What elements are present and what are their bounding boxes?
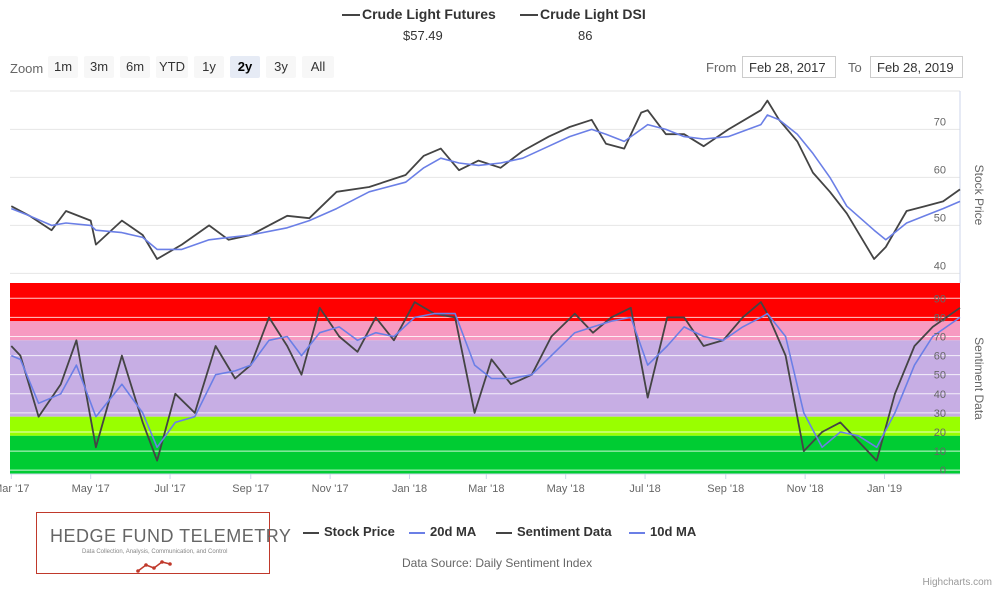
x-tick-label: Jan '18: [392, 483, 427, 495]
x-tick-label: Jul '18: [629, 483, 660, 495]
sentiment-tick-label: 60: [934, 351, 946, 363]
legend-10d-ma[interactable]: 10d MA: [629, 524, 696, 539]
from-label: From: [706, 60, 737, 75]
hedge-fund-telemetry-logo: [36, 512, 270, 574]
zoom-1y-button[interactable]: 1y: [194, 56, 224, 78]
sentiment-data-line: [10, 301, 961, 462]
zoom-label: Zoom: [10, 61, 44, 76]
top-legend-futures[interactable]: Crude Light Futures: [342, 6, 496, 22]
logo-chart-icon: [136, 560, 172, 573]
sentiment-tick-label: 30: [934, 408, 946, 420]
logo-subtitle: Data Collection, Analysis, Communication…: [82, 549, 228, 555]
zoom-all-button[interactable]: All: [302, 56, 334, 78]
price-tick-label: 70: [934, 116, 946, 128]
dsi-line-swatch: [520, 14, 538, 17]
sentiment-axis-title: Sentiment Data: [972, 337, 986, 420]
gridlines: [10, 90, 961, 471]
price-tick-label: 50: [934, 212, 946, 224]
x-tick-label: Sep '17: [232, 483, 269, 495]
dsi-current-value: 86: [578, 28, 593, 43]
top-legend-dsi-label: Crude Light DSI: [540, 6, 646, 22]
sentiment-tick-label: 20: [934, 427, 946, 439]
axes: 40 50 60 70 0 10 20 30 40 50 60 70 80 90 Mar '17 May '1…: [0, 116, 986, 495]
x-tick-label: May '17: [72, 483, 110, 495]
zoom-6m-button[interactable]: 6m: [120, 56, 150, 78]
zoom-3y-button[interactable]: 3y: [266, 56, 296, 78]
x-tick-label: Mar '18: [468, 483, 504, 495]
legend-20d-ma-label: 20d MA: [430, 524, 477, 539]
data-source-note: Data Source: Daily Sentiment Index: [402, 556, 593, 570]
stock-price-line: [10, 99, 961, 260]
zoom-ytd-button[interactable]: YTD: [156, 56, 188, 78]
sentiment-band-3: [10, 416, 960, 436]
legend-stock-price[interactable]: Stock Price: [303, 524, 395, 539]
x-tick-label: Jan '19: [867, 483, 902, 495]
logo-title: HEDGE FUND TELEMETRY: [50, 526, 292, 546]
sentiment-tick-label: 80: [934, 312, 946, 324]
top-legend-futures-label: Crude Light Futures: [362, 6, 496, 22]
highcharts-credits[interactable]: Highcharts.com: [922, 577, 992, 588]
legend-swatch: [629, 531, 645, 534]
x-tick-label: Jul '17: [154, 483, 185, 495]
sentiment-tick-label: 40: [934, 389, 946, 401]
top-legend-dsi[interactable]: Crude Light DSI: [520, 6, 646, 22]
price-axis-title: Stock Price: [972, 165, 986, 226]
price-tick-label: 40: [934, 260, 946, 272]
legend-20d-ma[interactable]: 20d MA: [409, 524, 476, 539]
sentiment-10d-ma-line: [10, 312, 961, 449]
sentiment-band-0: [10, 283, 960, 322]
to-label: To: [848, 60, 862, 75]
legend-swatch: [409, 531, 425, 534]
sentiment-band-1: [10, 321, 960, 341]
sentiment-tick-label: 70: [934, 331, 946, 343]
futures-line-swatch: [342, 14, 360, 17]
x-tick-label: Nov '18: [787, 483, 824, 495]
from-date-input[interactable]: Feb 28, 2017: [742, 56, 836, 78]
zoom-2y-button[interactable]: 2y: [230, 56, 260, 78]
legend-sentiment-data-label: Sentiment Data: [517, 524, 612, 539]
price-tick-label: 60: [934, 164, 946, 176]
sentiment-tick-label: 10: [934, 446, 946, 458]
sentiment-band-4: [10, 435, 960, 474]
legend-sentiment-data[interactable]: Sentiment Data: [496, 524, 612, 539]
sentiment-tick-label: 0: [940, 465, 946, 477]
x-tick-label: Sep '18: [707, 483, 744, 495]
futures-current-value: $57.49: [403, 28, 443, 43]
price-20d-ma-line: [11, 114, 961, 251]
to-date-input[interactable]: Feb 28, 2019: [870, 56, 963, 78]
x-tick-label: Nov '17: [312, 483, 349, 495]
sentiment-tick-label: 50: [934, 370, 946, 382]
zoom-3m-button[interactable]: 3m: [84, 56, 114, 78]
legend-10d-ma-label: 10d MA: [650, 524, 697, 539]
sentiment-tick-label: 90: [934, 293, 946, 305]
x-tick-label: Mar '17: [0, 483, 29, 495]
legend-swatch: [496, 531, 512, 534]
legend-stock-price-label: Stock Price: [324, 524, 395, 539]
series-lines: [10, 99, 961, 462]
legend-swatch: [303, 531, 319, 534]
zoom-1m-button[interactable]: 1m: [48, 56, 78, 78]
x-tick-label: May '18: [547, 483, 585, 495]
chart-area: 40 50 60 70 0 10 20 30 40 50 60 70 80 90 Mar '17 May '1…: [0, 90, 986, 495]
